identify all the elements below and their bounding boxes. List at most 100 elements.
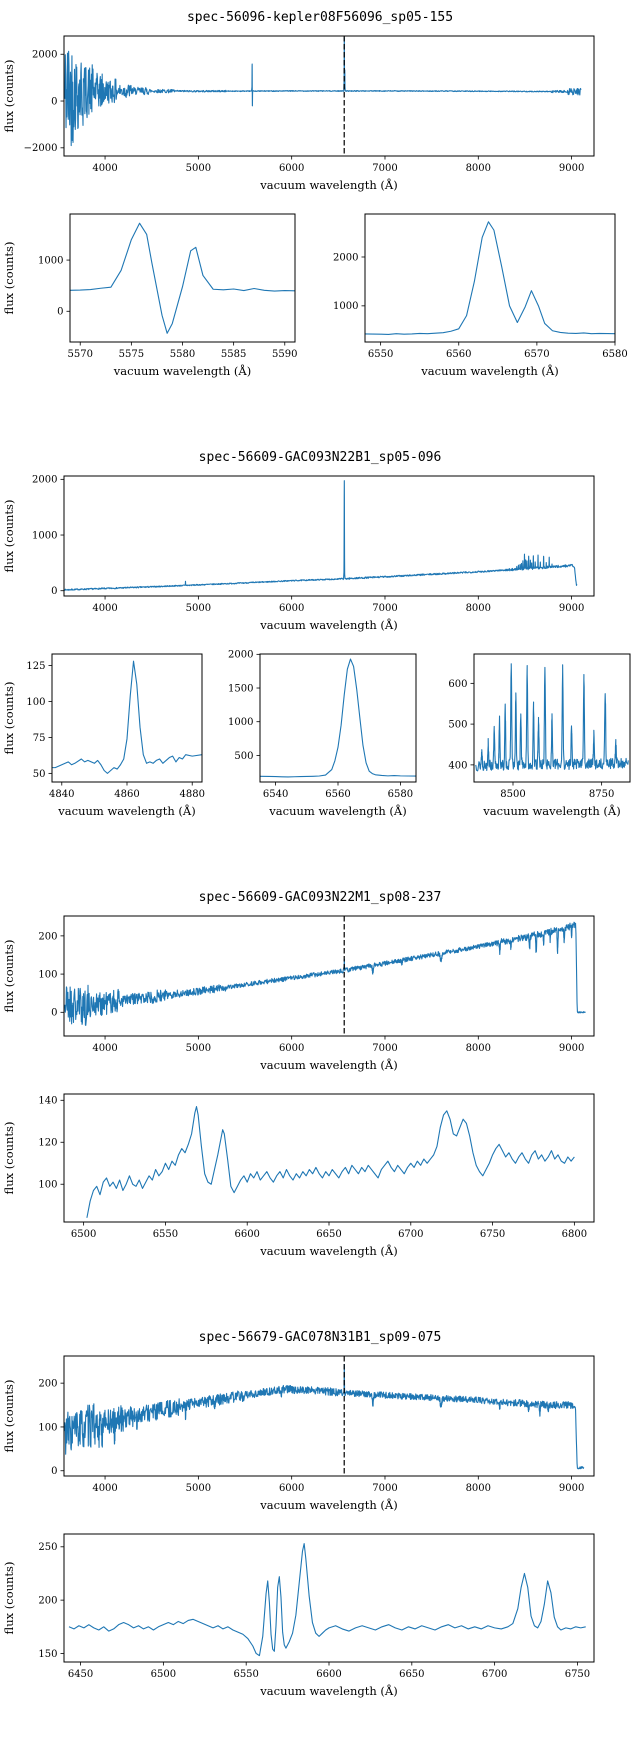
- svg-text:5000: 5000: [186, 603, 211, 614]
- svg-text:vacuum wavelength (Å): vacuum wavelength (Å): [259, 618, 397, 632]
- svg-text:2000: 2000: [228, 650, 253, 661]
- svg-text:vacuum wavelength (Å): vacuum wavelength (Å): [268, 804, 406, 818]
- svg-text:4880: 4880: [179, 789, 204, 800]
- zoom-chart-2c: 8500 8750 400 500 600 vacuum wavelength (Å): [426, 648, 640, 834]
- main-spectrum-chart-2: 4000 5000 6000 7000 8000 9000 0 1000 2000 vacuum …: [0, 468, 640, 648]
- svg-text:8000: 8000: [466, 1043, 491, 1054]
- svg-text:flux (counts): flux (counts): [2, 1380, 16, 1453]
- svg-text:6750: 6750: [565, 1669, 590, 1680]
- svg-text:9000: 9000: [559, 163, 584, 174]
- svg-text:500: 500: [234, 751, 253, 762]
- zoom-chart-2a: 4840 4860 4880 50 75 100 125 vacuum wavelength …: [0, 648, 212, 834]
- svg-text:6580: 6580: [602, 349, 627, 360]
- svg-text:6700: 6700: [482, 1669, 507, 1680]
- svg-text:8750: 8750: [589, 789, 614, 800]
- svg-text:6540: 6540: [263, 789, 288, 800]
- plot-title-3: spec-56609-GAC093N22M1_sp08-237: [198, 890, 442, 905]
- svg-text:7000: 7000: [372, 163, 397, 174]
- svg-text:vacuum wavelength (Å): vacuum wavelength (Å): [259, 1058, 397, 1072]
- svg-text:7000: 7000: [372, 1043, 397, 1054]
- svg-text:flux (counts): flux (counts): [2, 242, 16, 315]
- main-spectrum-chart-3: 4000 5000 6000 7000 8000 9000 0 100 200 vacuum wa…: [0, 908, 640, 1088]
- svg-text:9000: 9000: [559, 1043, 584, 1054]
- zoom-row-1: 5570 5575 5580 5585 5590 0 1000 vacuum waveleng…: [0, 208, 640, 394]
- svg-text:flux (counts): flux (counts): [2, 500, 16, 573]
- main-spectrum-chart-4: 4000 5000 6000 7000 8000 9000 0 100 200 vacuum wa…: [0, 1348, 640, 1528]
- svg-text:5590: 5590: [272, 349, 297, 360]
- svg-text:4860: 4860: [114, 789, 139, 800]
- svg-text:250: 250: [38, 1542, 57, 1553]
- svg-text:vacuum wavelength (Å): vacuum wavelength (Å): [259, 1684, 397, 1698]
- svg-text:9000: 9000: [559, 1483, 584, 1494]
- svg-text:100: 100: [26, 697, 45, 708]
- svg-text:vacuum wavelength (Å): vacuum wavelength (Å): [259, 178, 397, 192]
- svg-text:6000: 6000: [279, 163, 304, 174]
- svg-text:6450: 6450: [68, 1669, 93, 1680]
- spectrum-group-1: spec-56096-kepler08F56096_sp05-155 4000 5…: [0, 0, 640, 440]
- svg-text:5000: 5000: [186, 1043, 211, 1054]
- svg-text:2000: 2000: [32, 475, 57, 486]
- spectrum-group-3: spec-56609-GAC093N22M1_sp08-237 4000 5000…: [0, 880, 640, 1320]
- plot-title-1: spec-56096-kepler08F56096_sp05-155: [186, 10, 454, 25]
- plot-title-2: spec-56609-GAC093N22B1_sp05-096: [198, 450, 442, 465]
- svg-text:500: 500: [448, 720, 467, 731]
- svg-text:0: 0: [57, 307, 63, 318]
- svg-text:6570: 6570: [524, 349, 549, 360]
- svg-text:0: 0: [51, 1008, 57, 1019]
- svg-text:0: 0: [51, 1466, 57, 1477]
- svg-text:5585: 5585: [221, 349, 246, 360]
- svg-text:4000: 4000: [92, 163, 117, 174]
- svg-text:120: 120: [38, 1138, 57, 1149]
- zoom-chart-1a: 5570 5575 5580 5585 5590 0 1000 vacuum waveleng…: [0, 208, 310, 394]
- svg-text:6000: 6000: [279, 603, 304, 614]
- svg-text:vacuum wavelength (Å): vacuum wavelength (Å): [482, 804, 620, 818]
- svg-text:8000: 8000: [466, 603, 491, 614]
- zoom-row-2: 4840 4860 4880 50 75 100 125 vacuum wavelength …: [0, 648, 640, 834]
- svg-text:6580: 6580: [388, 789, 413, 800]
- svg-text:4000: 4000: [92, 603, 117, 614]
- zoom-chart-3a: 6500 6550 6600 6650 6700 6750 6800 100 120 140 vac…: [0, 1088, 640, 1274]
- svg-text:4840: 4840: [49, 789, 74, 800]
- zoom-chart-1b: 6550 6560 6570 6580 1000 2000 vacuum wavelengt…: [310, 208, 640, 394]
- svg-text:flux (counts): flux (counts): [2, 60, 16, 133]
- svg-text:6560: 6560: [325, 789, 350, 800]
- svg-text:100: 100: [38, 1422, 57, 1433]
- svg-text:6650: 6650: [399, 1669, 424, 1680]
- svg-text:50: 50: [33, 769, 46, 780]
- svg-text:125: 125: [26, 661, 45, 672]
- svg-text:200: 200: [38, 931, 57, 942]
- svg-text:vacuum wavelength (Å): vacuum wavelength (Å): [113, 364, 251, 378]
- svg-text:1500: 1500: [228, 683, 253, 694]
- svg-text:0: 0: [51, 586, 57, 597]
- zoom-row-4: 6450 6500 6550 6600 6650 6700 6750 150 200 250 vac…: [0, 1528, 640, 1714]
- svg-text:flux (counts): flux (counts): [2, 1562, 16, 1635]
- svg-text:8000: 8000: [466, 163, 491, 174]
- svg-text:6500: 6500: [71, 1229, 96, 1240]
- svg-text:140: 140: [38, 1096, 57, 1107]
- svg-text:flux (counts): flux (counts): [2, 682, 16, 755]
- svg-text:6550: 6550: [368, 349, 393, 360]
- svg-text:5570: 5570: [68, 349, 93, 360]
- svg-text:6600: 6600: [234, 1229, 259, 1240]
- svg-text:−2000: −2000: [24, 143, 58, 154]
- svg-text:6560: 6560: [446, 349, 471, 360]
- svg-text:200: 200: [38, 1596, 57, 1607]
- svg-text:6800: 6800: [562, 1229, 587, 1240]
- svg-text:6750: 6750: [480, 1229, 505, 1240]
- svg-text:0: 0: [51, 96, 57, 107]
- svg-text:8500: 8500: [500, 789, 525, 800]
- svg-text:6550: 6550: [233, 1669, 258, 1680]
- zoom-row-3: 6500 6550 6600 6650 6700 6750 6800 100 120 140 vac…: [0, 1088, 640, 1274]
- svg-text:6000: 6000: [279, 1483, 304, 1494]
- svg-text:1000: 1000: [32, 530, 57, 541]
- svg-text:400: 400: [448, 760, 467, 771]
- svg-text:7000: 7000: [372, 603, 397, 614]
- svg-text:5575: 5575: [119, 349, 144, 360]
- svg-text:vacuum wavelength (Å): vacuum wavelength (Å): [259, 1498, 397, 1512]
- svg-text:1000: 1000: [228, 717, 253, 728]
- svg-text:600: 600: [448, 679, 467, 690]
- svg-text:flux (counts): flux (counts): [2, 1122, 16, 1195]
- zoom-chart-2b: 6540 6560 6580 500 1000 1500 2000 vacuum wavele…: [212, 648, 426, 834]
- svg-text:vacuum wavelength (Å): vacuum wavelength (Å): [259, 1244, 397, 1258]
